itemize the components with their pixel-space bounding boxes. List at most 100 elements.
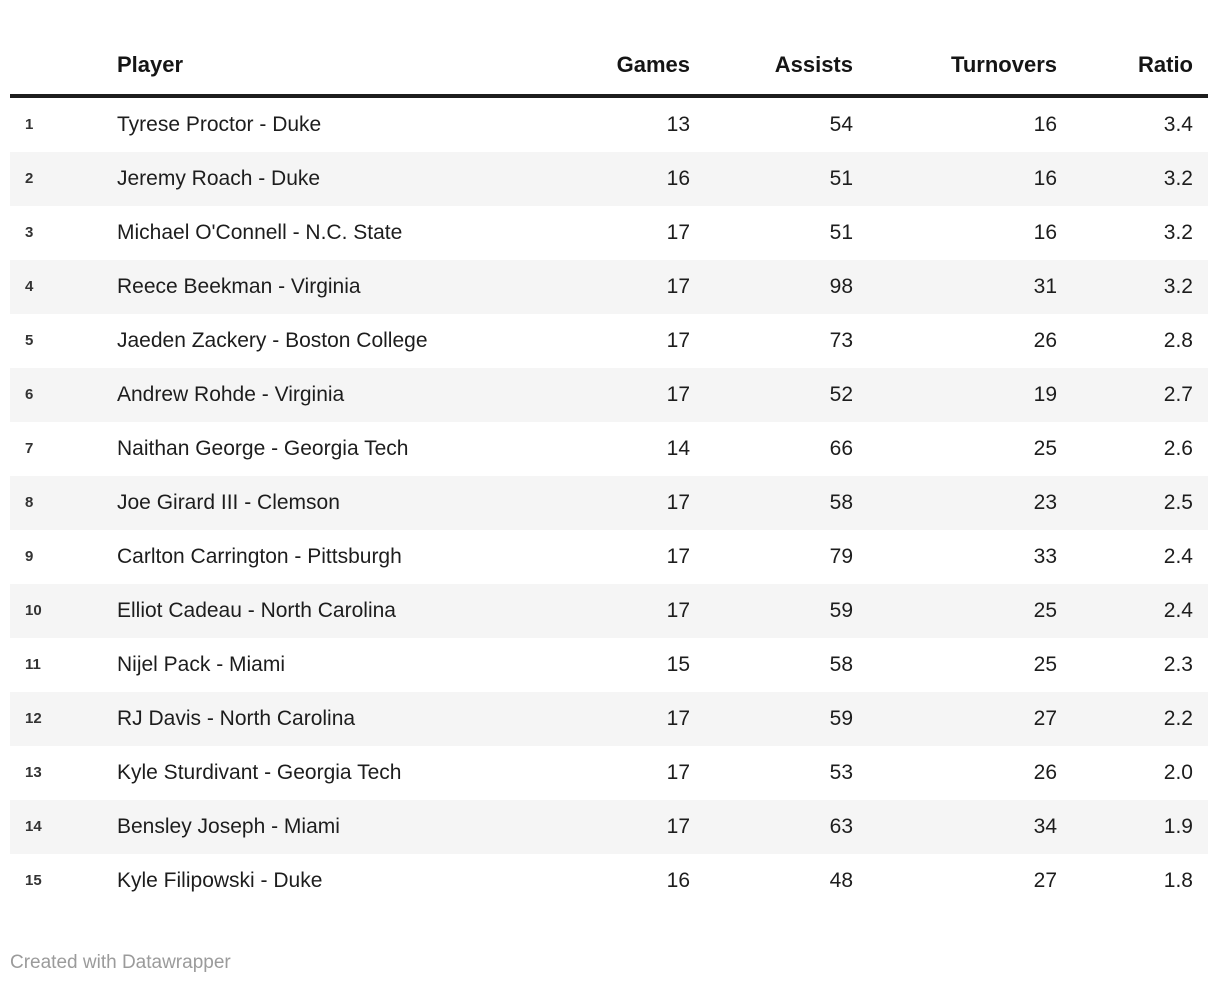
cell-rank: 10: [25, 602, 42, 619]
cell-player: Elliot Cadeau - North Carolina: [117, 599, 396, 622]
cell-turnovers: 25: [1033, 653, 1057, 676]
table-row: 14 Bensley Joseph - Miami 17 63 34 1.9: [10, 800, 1208, 854]
cell-player: Bensley Joseph - Miami: [117, 815, 340, 838]
cell-turnovers: 16: [1033, 113, 1057, 136]
cell-player: Andrew Rohde - Virginia: [117, 383, 345, 406]
cell-rank: 14: [25, 818, 42, 835]
cell-player: Jaeden Zackery - Boston College: [117, 329, 428, 352]
cell-games: 17: [666, 221, 690, 244]
cell-assists: 53: [829, 761, 853, 784]
header-games: Games: [547, 40, 690, 98]
cell-ratio: 3.4: [1163, 113, 1193, 136]
cell-rank: 11: [25, 656, 41, 673]
assist-turnover-table: Player Games Assists Turnovers Ratio 1 Ty…: [10, 40, 1208, 908]
table-row: 11 Nijel Pack - Miami 15 58 25 2.3: [10, 638, 1208, 692]
cell-rank: 6: [25, 386, 34, 403]
cell-ratio: 1.8: [1163, 869, 1193, 892]
cell-ratio: 1.9: [1163, 815, 1193, 838]
cell-assists: 48: [829, 869, 853, 892]
cell-games: 16: [666, 167, 690, 190]
cell-games: 17: [666, 761, 690, 784]
cell-turnovers: 33: [1033, 545, 1057, 568]
cell-games: 17: [666, 275, 690, 298]
header-assists: Assists: [690, 40, 853, 98]
cell-rank: 7: [25, 440, 34, 457]
cell-assists: 51: [829, 167, 853, 190]
cell-ratio: 2.0: [1163, 761, 1193, 784]
header-player: Player: [117, 40, 547, 98]
table-row: 10 Elliot Cadeau - North Carolina 17 59 25 2.…: [10, 584, 1208, 638]
cell-assists: 79: [829, 545, 853, 568]
cell-ratio: 3.2: [1163, 167, 1193, 190]
cell-turnovers: 31: [1033, 275, 1057, 298]
cell-assists: 59: [829, 707, 853, 730]
cell-assists: 63: [829, 815, 853, 838]
table-row: 6 Andrew Rohde - Virginia 17 52 19 2.7: [10, 368, 1208, 422]
cell-games: 17: [666, 329, 690, 352]
cell-assists: 52: [829, 383, 853, 406]
cell-player: Nijel Pack - Miami: [117, 653, 286, 676]
cell-games: 16: [666, 869, 690, 892]
cell-rank: 12: [25, 710, 42, 727]
table-row: 4 Reece Beekman - Virginia 17 98 31 3.2: [10, 260, 1208, 314]
cell-games: 13: [666, 113, 690, 136]
cell-ratio: 2.3: [1163, 653, 1193, 676]
cell-player: Tyrese Proctor - Duke: [117, 113, 322, 136]
cell-turnovers: 27: [1033, 707, 1057, 730]
cell-turnovers: 23: [1033, 491, 1057, 514]
table-row: 2 Jeremy Roach - Duke 16 51 16 3.2: [10, 152, 1208, 206]
cell-turnovers: 16: [1033, 167, 1057, 190]
cell-rank: 5: [25, 332, 34, 349]
cell-ratio: 2.5: [1163, 491, 1193, 514]
cell-assists: 59: [829, 599, 853, 622]
table-header: Player Games Assists Turnovers Ratio: [10, 40, 1208, 98]
cell-ratio: 3.2: [1163, 275, 1193, 298]
cell-player: Carlton Carrington - Pittsburgh: [117, 545, 402, 568]
datawrapper-attribution-link[interactable]: Created with Datawrapper: [10, 952, 231, 973]
table-row: 3 Michael O'Connell - N.C. State 17 51 16 3.2: [10, 206, 1208, 260]
cell-assists: 54: [829, 113, 853, 136]
cell-rank: 3: [25, 224, 34, 241]
header-rank: [10, 40, 117, 98]
cell-rank: 9: [25, 548, 34, 565]
cell-ratio: 2.7: [1163, 383, 1193, 406]
table-row: 13 Kyle Sturdivant - Georgia Tech 17 53 26 2.…: [10, 746, 1208, 800]
cell-ratio: 2.4: [1163, 545, 1193, 568]
cell-games: 17: [666, 545, 690, 568]
table-row: 12 RJ Davis - North Carolina 17 59 27 2.2: [10, 692, 1208, 746]
cell-rank: 13: [25, 764, 42, 781]
cell-turnovers: 25: [1033, 437, 1057, 460]
cell-games: 17: [666, 491, 690, 514]
table-row: 15 Kyle Filipowski - Duke 16 48 27 1.8: [10, 854, 1208, 908]
cell-assists: 58: [829, 491, 853, 514]
cell-games: 17: [666, 815, 690, 838]
cell-player: Jeremy Roach - Duke: [117, 167, 321, 190]
cell-assists: 58: [829, 653, 853, 676]
cell-rank: 15: [25, 872, 42, 889]
cell-assists: 51: [829, 221, 853, 244]
cell-turnovers: 19: [1033, 383, 1057, 406]
table-row: 5 Jaeden Zackery - Boston College 17 73 26 2.…: [10, 314, 1208, 368]
cell-ratio: 3.2: [1163, 221, 1193, 244]
cell-player: RJ Davis - North Carolina: [117, 707, 356, 730]
cell-ratio: 2.6: [1163, 437, 1193, 460]
cell-ratio: 2.8: [1163, 329, 1193, 352]
table-row: 7 Naithan George - Georgia Tech 14 66 25 2.6: [10, 422, 1208, 476]
header-turnovers: Turnovers: [853, 40, 1057, 98]
header-ratio: Ratio: [1057, 40, 1208, 98]
table-row: 1 Tyrese Proctor - Duke 13 54 16 3.4: [10, 96, 1208, 152]
cell-assists: 73: [829, 329, 853, 352]
cell-turnovers: 34: [1033, 815, 1057, 838]
cell-games: 17: [666, 707, 690, 730]
cell-player: Kyle Sturdivant - Georgia Tech: [117, 761, 402, 784]
table-row: 9 Carlton Carrington - Pittsburgh 17 79 33 2.…: [10, 530, 1208, 584]
cell-player: Michael O'Connell - N.C. State: [117, 221, 403, 244]
cell-player: Naithan George - Georgia Tech: [117, 437, 409, 460]
cell-games: 17: [666, 599, 690, 622]
cell-assists: 98: [829, 275, 853, 298]
cell-player: Joe Girard III - Clemson: [117, 491, 340, 514]
cell-rank: 2: [25, 170, 34, 187]
header-row: Player Games Assists Turnovers Ratio: [10, 40, 1208, 98]
cell-games: 15: [666, 653, 690, 676]
